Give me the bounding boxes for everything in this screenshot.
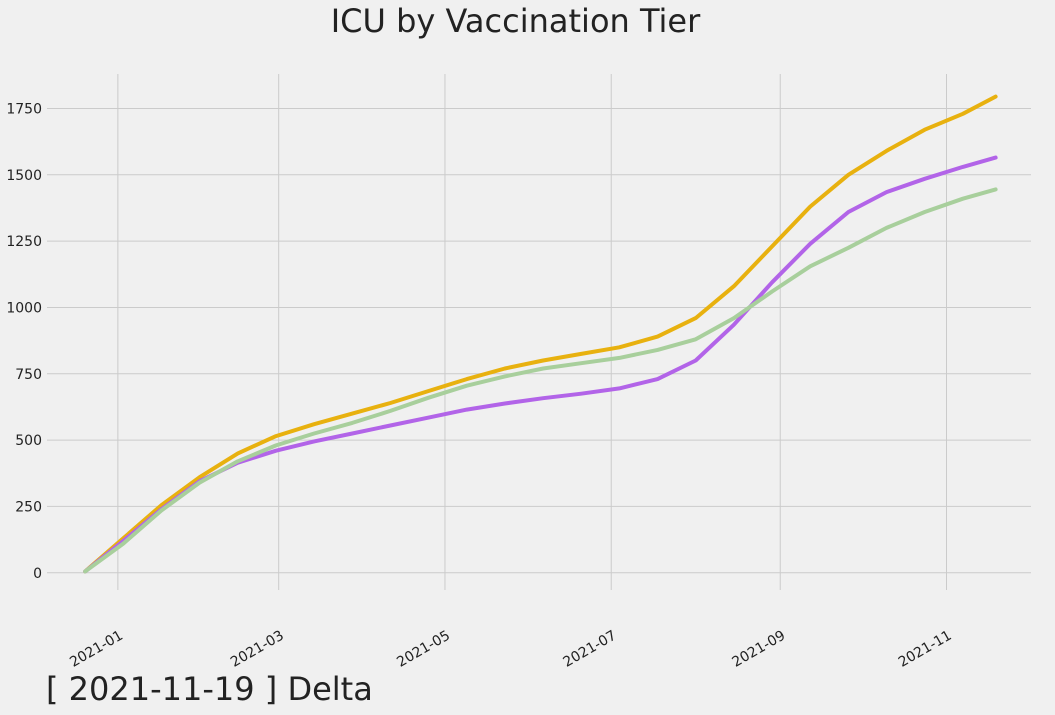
- x-tick-label: 2021-03: [228, 628, 287, 671]
- y-tick-label: 0: [33, 566, 42, 582]
- x-tick-label: 2021-07: [561, 628, 620, 671]
- y-tick-labels: 0 250 500 750 1000 1250 1500 1750: [6, 101, 42, 581]
- y-tick-label: 1250: [6, 234, 42, 250]
- series-line-3: [83, 187, 998, 574]
- chart-title: ICU by Vaccination Tier: [330, 2, 701, 40]
- x-tick-label: 2021-01: [67, 628, 126, 671]
- y-tick-label: 500: [15, 433, 42, 449]
- y-tick-label: 1750: [6, 101, 42, 117]
- series-line-1: [83, 94, 998, 574]
- x-tick-label: 2021-11: [896, 628, 955, 671]
- y-tick-label: 1500: [6, 168, 42, 184]
- y-tick-label: 250: [15, 499, 42, 515]
- x-tick-label: 2021-05: [394, 628, 453, 671]
- y-tick-label: 1000: [6, 300, 42, 316]
- x-tick-labels: 2021-01 2021-03 2021-05 2021-07 2021-09 2021-…: [67, 628, 954, 671]
- y-tick-label: 750: [15, 367, 42, 383]
- date-variant-label: [ 2021-11-19 ] Delta: [46, 670, 373, 708]
- series-layer: [83, 94, 998, 574]
- series-line-2: [83, 155, 998, 574]
- x-tick-label: 2021-09: [730, 628, 789, 671]
- x-gridlines: [117, 74, 948, 590]
- y-gridlines: [47, 107, 1031, 574]
